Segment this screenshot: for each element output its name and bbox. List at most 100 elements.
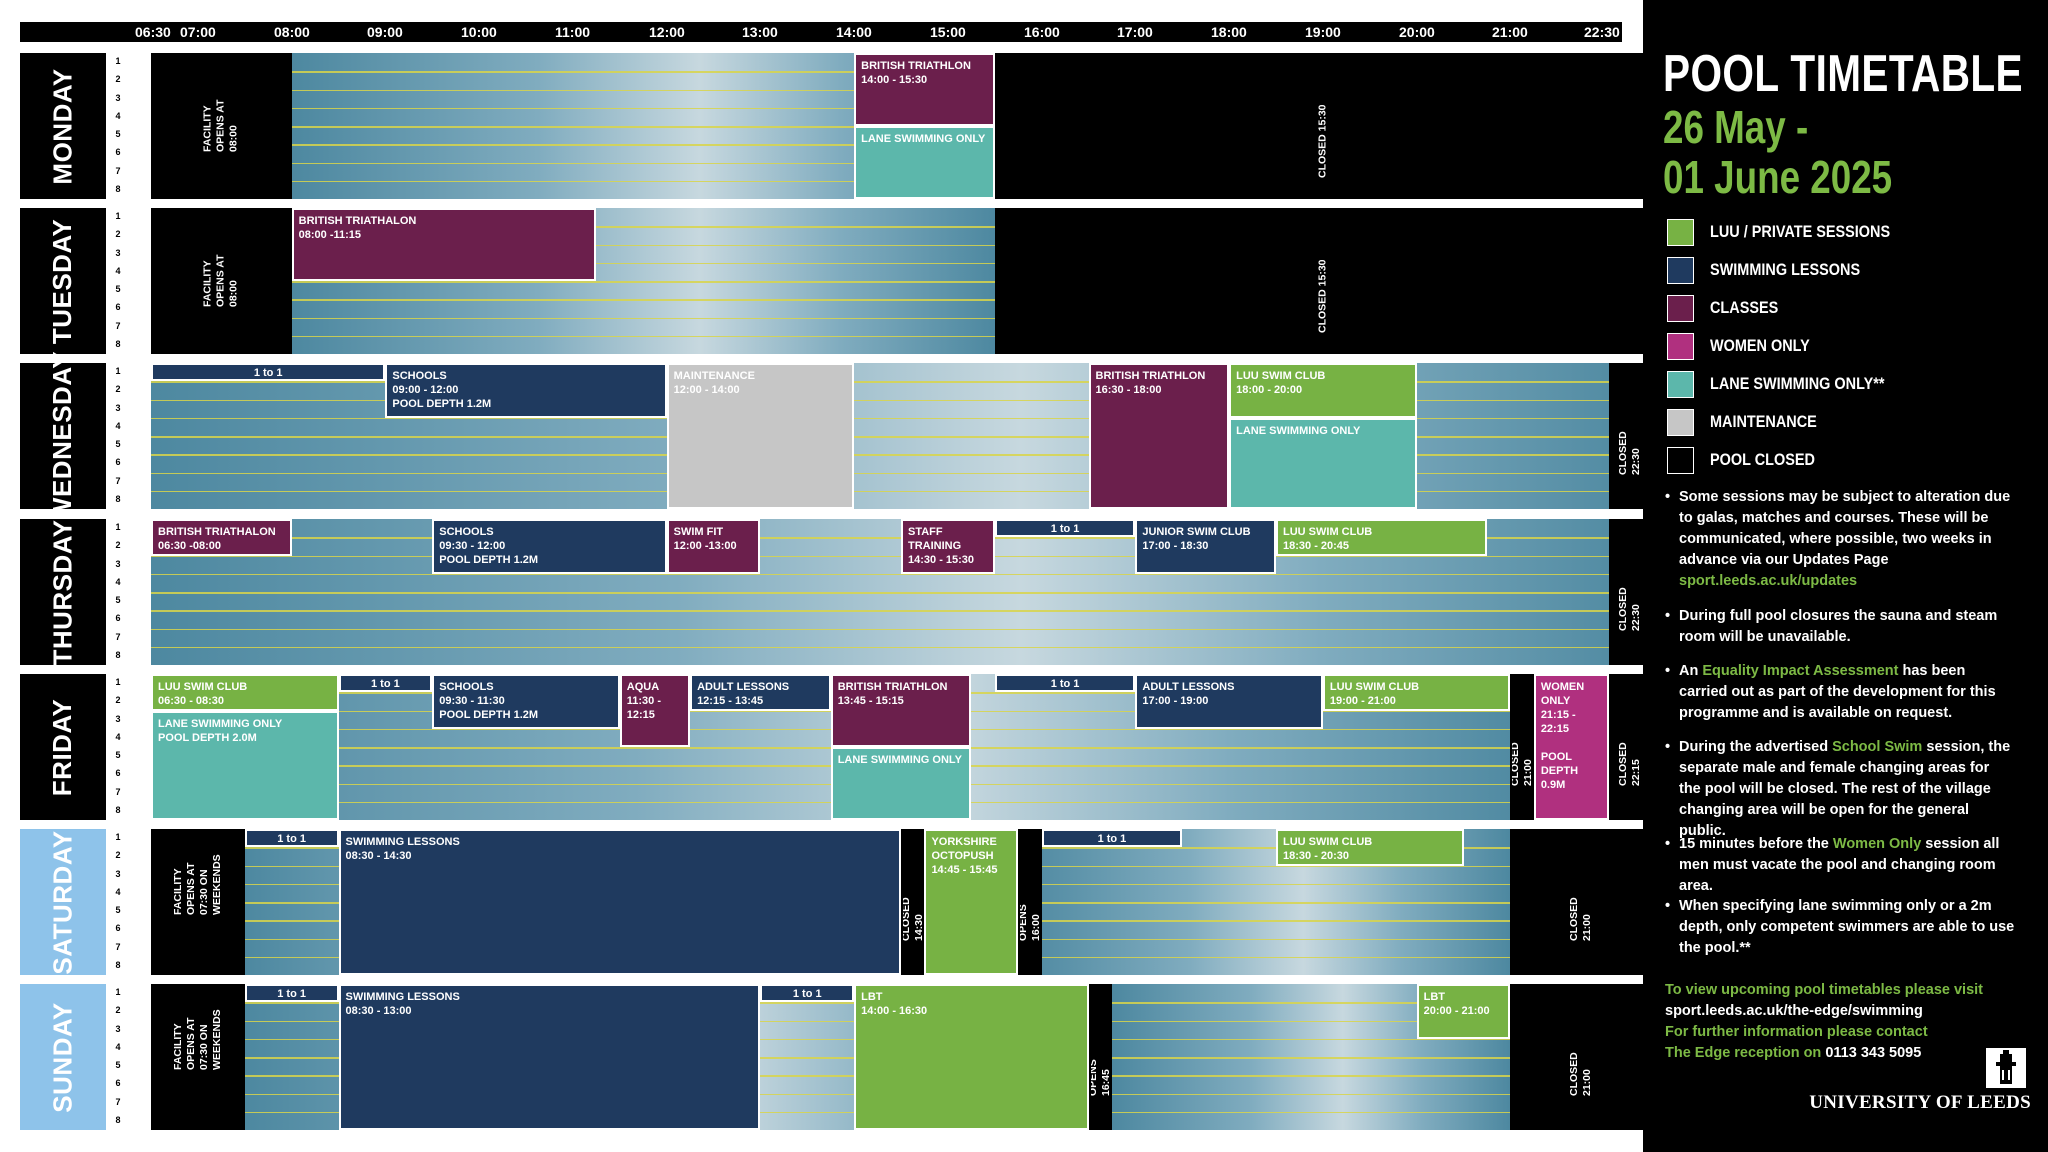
session-label: OPENS 16:45 xyxy=(1088,1059,1112,1096)
session-block[interactable]: CLOSED 21:00 xyxy=(1510,829,1651,975)
lane-divider xyxy=(1018,920,1511,922)
session-block[interactable]: 1 to 1 xyxy=(994,519,1136,538)
session-block[interactable]: CLOSED 21:00 xyxy=(1510,674,1534,820)
session-block[interactable]: LBT 20:00 - 21:00 xyxy=(1416,984,1511,1039)
session-block[interactable]: SWIMMING LESSONS 08:30 - 13:00 xyxy=(338,984,761,1130)
session-label: LUU SWIM CLUB 18:30 - 20:45 xyxy=(1283,526,1373,552)
session-block[interactable]: LUU SWIM CLUB 18:00 - 20:00 xyxy=(1229,363,1417,418)
session-block[interactable]: OPENS 16:00 xyxy=(1018,829,1042,975)
lane-number: 2 xyxy=(115,384,121,395)
women-only-link[interactable]: Women Only xyxy=(1832,836,1922,852)
session-label: LANE SWIMMING ONLY xyxy=(837,754,962,766)
session-block[interactable]: LANE SWIMMING ONLY xyxy=(854,126,995,199)
lane-number: 7 xyxy=(115,165,121,176)
session-block[interactable]: 1 to 1 xyxy=(338,674,433,693)
session-block[interactable]: LBT 14:00 - 16:30 xyxy=(854,984,1089,1130)
session-block[interactable]: SWIMMING LESSONS 08:30 - 14:30 xyxy=(338,829,901,975)
session-block[interactable]: 1 to 1 xyxy=(1041,829,1183,848)
session-label: LUU SWIM CLUB 06:30 - 08:30 xyxy=(158,681,248,707)
session-block[interactable]: BRITISH TRIATHLON 14:00 - 15:30 xyxy=(854,53,995,126)
lane-divider xyxy=(291,317,995,319)
bullet-icon: • xyxy=(1665,739,1671,755)
session-block[interactable]: LANE SWIMMING ONLY xyxy=(830,747,972,820)
session-block[interactable]: LUU SWIM CLUB 18:30 - 20:30 xyxy=(1276,829,1464,866)
session-block[interactable]: LUU SWIM CLUB 19:00 - 21:00 xyxy=(1322,674,1511,711)
session-block[interactable]: BRITISH TRIATHALON 08:00 -11:15 xyxy=(291,208,597,281)
lane-number: 3 xyxy=(115,868,121,879)
session-block[interactable]: CLOSED 15:30 xyxy=(994,53,1651,199)
session-label: CLOSED 22:30 xyxy=(1616,587,1642,631)
session-label: 1 to 1 xyxy=(277,833,306,845)
university-crest-icon xyxy=(1986,1048,2026,1088)
session-block[interactable]: SCHOOLS 09:30 - 12:00 POOL DEPTH 1.2M xyxy=(432,519,667,574)
session-block[interactable]: CLOSED 14:30 xyxy=(901,829,925,975)
session-block[interactable]: OPENS 16:45 xyxy=(1088,984,1112,1130)
date-range: 26 May - 01 June 2025 xyxy=(1663,101,1893,203)
lane-number: 5 xyxy=(115,129,121,139)
session-block[interactable]: BRITISH TRIATHLON 13:45 - 15:15 xyxy=(830,674,972,747)
day-label-monday: MONDAY xyxy=(20,53,106,199)
legend-swatch xyxy=(1667,218,1694,246)
lane-divider xyxy=(291,180,995,183)
session-block[interactable]: FACILITY OPENS AT 08:00 xyxy=(151,53,292,199)
lane-divider xyxy=(1111,1111,1511,1114)
legend-item-classes: CLASSES xyxy=(1667,294,1790,322)
session-block[interactable]: FACILITY OPENS AT 08:00 xyxy=(151,208,292,354)
day-label-tuesday: TUESDAY xyxy=(20,208,106,354)
school-swim-link[interactable]: School Swim xyxy=(1832,739,1923,755)
swimming-page-link[interactable]: sport.leeds.ac.uk/the-edge/swimming xyxy=(1665,1003,1923,1019)
session-label: AQUA 11:30 - 12:15 xyxy=(626,681,661,721)
session-block[interactable]: YORKSHIRE OCTOPUSH 14:45 - 15:45 xyxy=(924,829,1019,975)
university-name: UNIVERSITY OF LEEDS xyxy=(1809,1092,2031,1113)
session-block[interactable]: AQUA 11:30 - 12:15 xyxy=(619,674,691,747)
session-block[interactable]: SCHOOLS 09:30 - 11:30 POOL DEPTH 1.2M xyxy=(432,674,620,729)
session-block[interactable]: ADULT LESSONS 17:00 - 19:00 xyxy=(1135,674,1323,729)
session-block[interactable]: BRITISH TRIATHLON 16:30 - 18:00 xyxy=(1088,363,1230,509)
session-block[interactable]: LUU SWIM CLUB 18:30 - 20:45 xyxy=(1276,519,1487,556)
lane-divider xyxy=(291,162,995,164)
session-block[interactable]: 1 to 1 xyxy=(244,829,339,848)
lane-divider xyxy=(291,335,995,338)
session-block[interactable]: SCHOOLS 09:00 - 12:00 POOL DEPTH 1.2M xyxy=(385,363,667,418)
session-block[interactable]: LANE SWIMMING ONLY POOL DEPTH 2.0M xyxy=(151,710,339,820)
session-block[interactable]: MAINTENANCE 12:00 - 14:00 xyxy=(666,363,855,509)
lane-number: 2 xyxy=(115,850,121,861)
equality-assessment-link[interactable]: Equality Impact Assessment xyxy=(1702,663,1899,679)
footer-reception-label: The Edge reception on xyxy=(1665,1045,1822,1061)
session-block[interactable]: LANE SWIMMING ONLY xyxy=(1229,417,1417,509)
session-block[interactable]: CLOSED 21:00 xyxy=(1510,984,1651,1130)
session-block[interactable]: FACILITY OPENS AT 07:30 ON WEEKENDS xyxy=(151,984,245,1130)
session-label: STAFF TRAINING 14:30 - 15:30 xyxy=(908,526,975,566)
session-block[interactable]: 1 to 1 xyxy=(151,363,386,382)
lane-number: 1 xyxy=(115,522,121,532)
session-block[interactable]: WOMEN ONLY 21:15 - 22:15 POOL DEPTH 0.9M xyxy=(1533,674,1609,820)
lane-divider xyxy=(1018,883,1511,886)
note-closures: • During full pool closures the sauna an… xyxy=(1665,606,2015,648)
session-block[interactable]: BRITISH TRIATHALON 06:30 -08:00 xyxy=(151,519,292,556)
session-block[interactable]: SWIM FIT 12:00 -13:00 xyxy=(666,519,761,574)
legend-item-maintenance: MAINTENANCE xyxy=(1667,408,1836,436)
lane-number: 6 xyxy=(115,613,121,624)
session-label: BRITISH TRIATHALON 06:30 -08:00 xyxy=(158,526,276,552)
lane-number: 4 xyxy=(115,1041,121,1052)
lane-divider xyxy=(1018,847,1511,849)
session-block[interactable]: 1 to 1 xyxy=(994,674,1136,693)
session-block[interactable]: LUU SWIM CLUB 06:30 - 08:30 xyxy=(151,674,339,711)
phone-number[interactable]: 0113 343 5095 xyxy=(1825,1045,1922,1061)
session-label: CLOSED 22:15 xyxy=(1616,742,1642,786)
lane-number: 5 xyxy=(115,439,121,449)
session-block[interactable]: ADULT LESSONS 12:15 - 13:45 xyxy=(690,674,831,711)
legend-label: LANE SWIMMING ONLY** xyxy=(1710,374,1885,393)
updates-link[interactable]: sport.leeds.ac.uk/updates xyxy=(1679,573,1858,589)
session-block[interactable]: 1 to 1 xyxy=(244,984,339,1003)
session-block[interactable]: 1 to 1 xyxy=(760,984,855,1003)
session-label: LANE SWIMMING ONLY xyxy=(1236,424,1361,437)
note-text: session all men must vacate the pool and… xyxy=(1679,836,2000,894)
lane-divider xyxy=(151,490,1651,493)
session-block[interactable]: STAFF TRAINING 14:30 - 15:30 xyxy=(901,519,995,574)
session-block[interactable]: CLOSED 15:30 xyxy=(994,208,1651,354)
lane-divider xyxy=(1018,938,1511,940)
lane-number: 7 xyxy=(115,631,121,642)
session-block[interactable]: JUNIOR SWIM CLUB 17:00 - 18:30 xyxy=(1135,519,1276,574)
session-block[interactable]: FACILITY OPENS AT 07:30 ON WEEKENDS xyxy=(151,829,245,975)
